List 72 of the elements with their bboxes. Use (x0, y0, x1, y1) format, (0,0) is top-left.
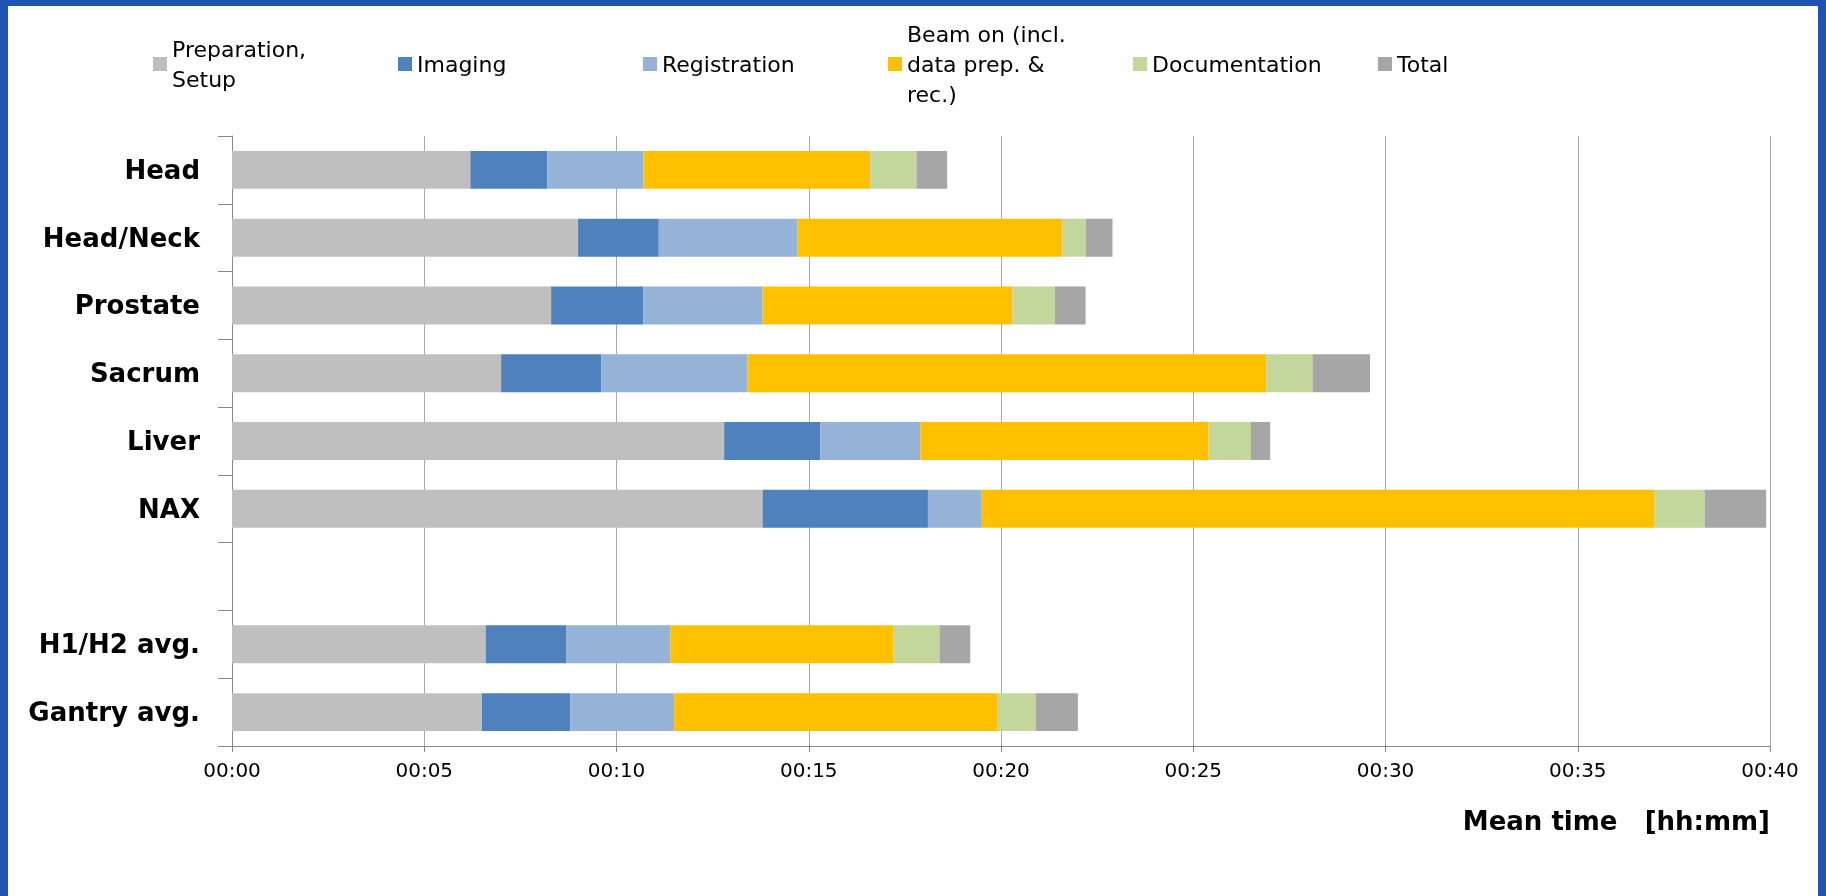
legend-label: Total (1396, 51, 1449, 77)
x-tick-label: 00:40 (1741, 758, 1799, 782)
legend-label: Imaging (417, 51, 507, 77)
bar (762, 286, 1013, 325)
bar (481, 693, 571, 732)
bar (1085, 218, 1113, 257)
bar (232, 218, 579, 257)
bar (547, 150, 644, 189)
bar (674, 693, 998, 732)
bar (551, 286, 644, 325)
bar (232, 286, 552, 325)
bar (1062, 218, 1086, 257)
bar (1654, 489, 1705, 528)
x-axis-title: Mean time [hh:mm] (1462, 806, 1770, 836)
bar (797, 218, 1063, 257)
y-tick-label: Prostate (74, 290, 200, 321)
bar (232, 625, 486, 664)
y-tick-label: Head (124, 154, 200, 185)
legend-label: Preparation, Setup (172, 36, 314, 92)
bar (643, 150, 871, 189)
bar (232, 489, 763, 528)
x-tick-label: 00:00 (203, 758, 261, 782)
bar (1054, 286, 1086, 325)
y-tick-label: Gantry avg. (28, 697, 200, 728)
bar (232, 693, 482, 732)
y-tick-label: Head/Neck (42, 222, 201, 253)
bar (893, 625, 940, 664)
bar (1035, 693, 1078, 732)
bar (501, 354, 602, 393)
bar (1012, 286, 1055, 325)
bar (643, 286, 763, 325)
y-tick-label: NAX (138, 493, 200, 524)
y-tick-label: Liver (127, 426, 201, 456)
bar (1208, 422, 1251, 460)
bar (939, 625, 971, 664)
bar (747, 354, 1267, 393)
bar (578, 218, 659, 257)
bar (485, 625, 567, 664)
bar (570, 693, 675, 732)
x-tick-label: 00:15 (779, 758, 838, 782)
y-tick-label: H1/H2 avg. (38, 629, 200, 660)
bar (470, 150, 548, 189)
bar (670, 625, 894, 664)
bar (927, 489, 982, 528)
x-tick-label: 00:05 (395, 758, 454, 782)
legend-label: Documentation (1152, 51, 1322, 77)
bar (920, 422, 1209, 460)
bar (1312, 354, 1371, 393)
bar (820, 422, 921, 460)
x-tick-label: 00:25 (1164, 758, 1223, 782)
bar (870, 150, 917, 189)
bar (916, 150, 948, 189)
bar (997, 693, 1036, 732)
bar (1250, 422, 1271, 460)
x-tick-label: 00:10 (587, 758, 646, 782)
bar (232, 150, 471, 189)
bar (1704, 489, 1767, 528)
y-tick-label: Sacrum (89, 358, 200, 389)
bar (601, 354, 748, 393)
legend-label: Registration (662, 51, 795, 77)
x-tick-label: 00:20 (972, 758, 1030, 782)
bar (566, 625, 671, 664)
bar (1266, 354, 1313, 393)
legend-label: Beam on (incl. data prep. & rec.) (907, 21, 1073, 107)
x-tick-label: 00:35 (1548, 758, 1607, 782)
bar (981, 489, 1655, 528)
bar (658, 218, 798, 257)
bar (762, 489, 928, 528)
bar (232, 354, 502, 393)
x-tick-label: 00:30 (1356, 758, 1415, 782)
bar (724, 422, 821, 460)
bar (232, 422, 725, 460)
